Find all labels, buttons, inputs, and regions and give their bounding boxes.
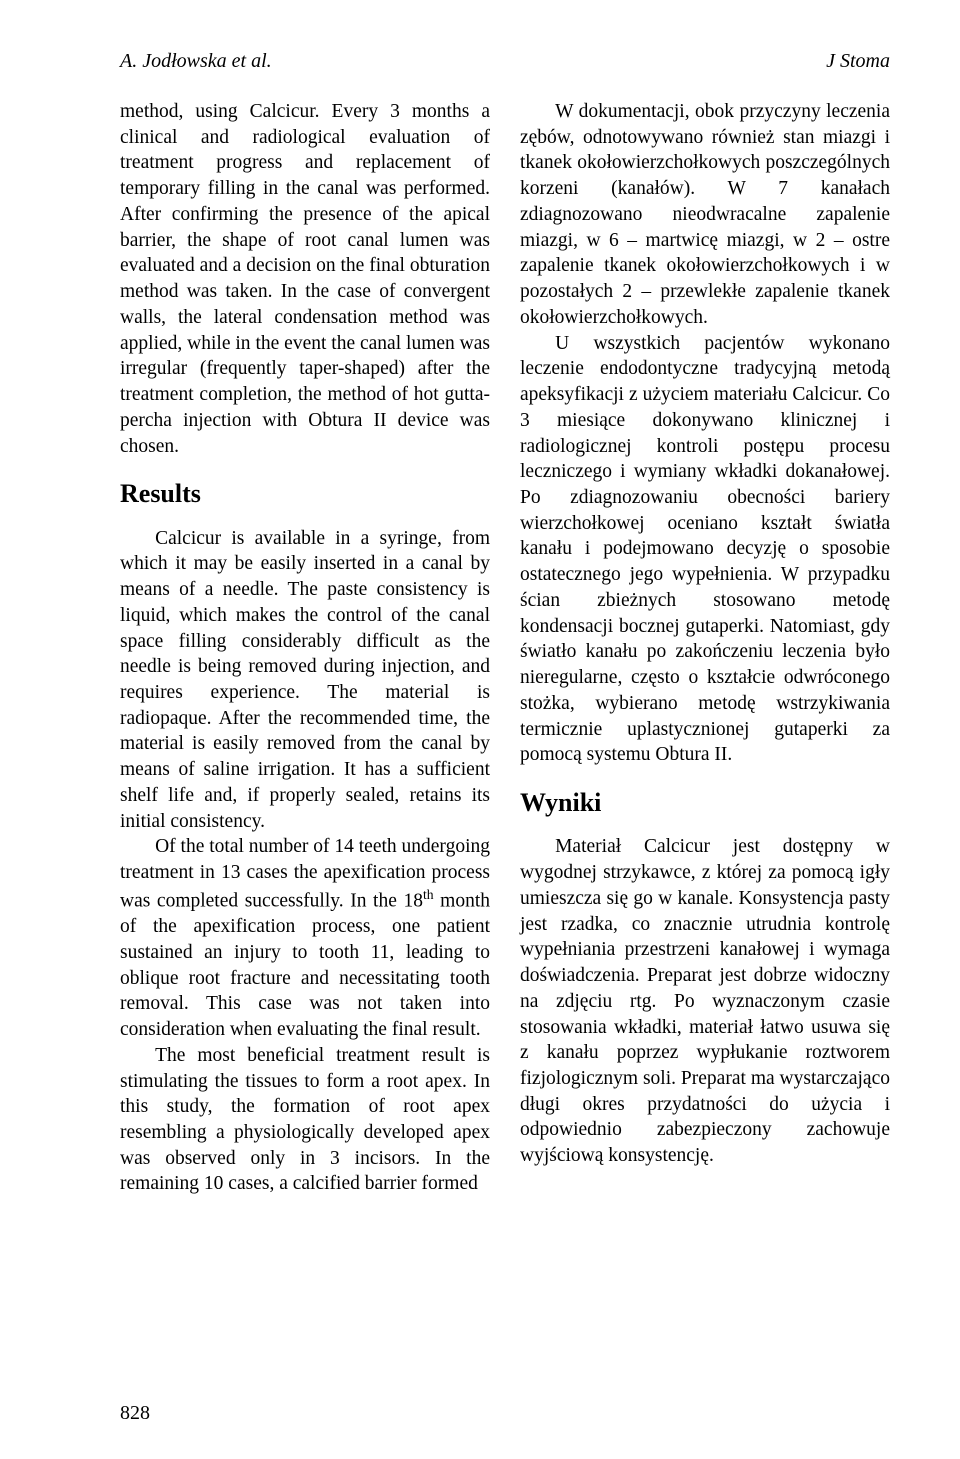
heading-results: Results	[120, 477, 490, 511]
right-paragraph-2: U wszystkich pacjentów wykonano leczenie…	[520, 331, 890, 768]
body-columns: method, using Calcicur. Every 3 months a…	[120, 99, 890, 1197]
right-paragraph-1: W dokumentacji, obok przyczyny leczenia …	[520, 99, 890, 331]
left-paragraph-2: Calcicur is available in a syringe, from…	[120, 526, 490, 835]
left-paragraph-1: method, using Calcicur. Every 3 months a…	[120, 99, 490, 459]
page-number: 828	[120, 1402, 150, 1425]
ordinal-sup: th	[423, 887, 434, 902]
left-paragraph-3: Of the total number of 14 teeth undergoi…	[120, 834, 490, 1042]
heading-wyniki: Wyniki	[520, 786, 890, 820]
left-paragraph-4: The most beneficial treatment result is …	[120, 1043, 490, 1197]
running-head-journal: J Stoma	[826, 50, 890, 73]
right-paragraph-3: Materiał Calcicur jest dostępny w wygodn…	[520, 834, 890, 1169]
left-paragraph-3b: month of the apexification process, one …	[120, 890, 490, 1040]
running-head-authors: A. Jodłowska et al.	[120, 50, 272, 73]
